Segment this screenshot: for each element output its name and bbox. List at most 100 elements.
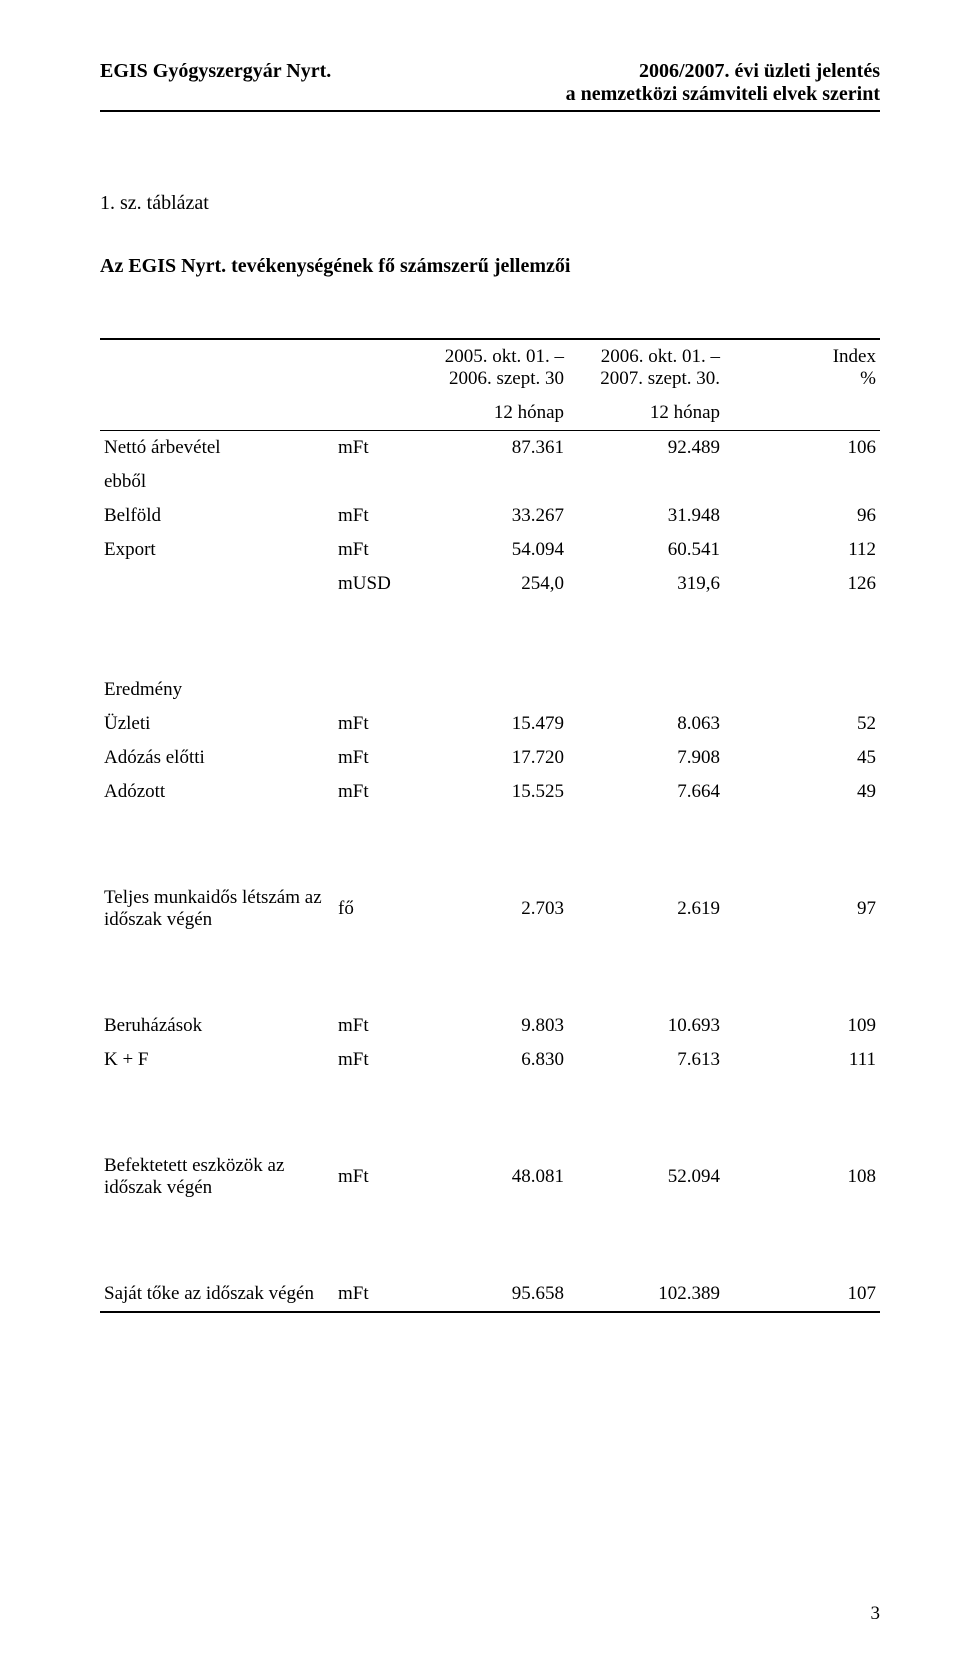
section-gap bbox=[100, 845, 880, 881]
page-number: 3 bbox=[871, 1603, 881, 1625]
row-label: Teljes munkaidős létszám az időszak végé… bbox=[100, 881, 334, 937]
col-header-period2: 2006. okt. 01. – 2007. szept. 30. bbox=[568, 339, 724, 396]
table-row: Adózás előttimFt17.7207.90845 bbox=[100, 741, 880, 775]
table-row: Saját tőke az időszak végénmFt95.658102.… bbox=[100, 1277, 880, 1312]
row-unit: mUSD bbox=[334, 567, 412, 601]
table-row: Eredmény bbox=[100, 673, 880, 707]
table-header-row-2: 12 hónap 12 hónap bbox=[100, 396, 880, 431]
row-unit: mFt bbox=[334, 499, 412, 533]
row-index: 108 bbox=[724, 1149, 880, 1205]
row-unit: mFt bbox=[334, 431, 412, 466]
section-gap bbox=[100, 809, 880, 845]
row-value-period1: 54.094 bbox=[412, 533, 568, 567]
table-row: BeruházásokmFt9.80310.693109 bbox=[100, 1009, 880, 1043]
row-unit: mFt bbox=[334, 741, 412, 775]
row-index: 107 bbox=[724, 1277, 880, 1312]
row-index: 111 bbox=[724, 1043, 880, 1077]
row-value-period1: 87.361 bbox=[412, 431, 568, 466]
page-header: EGIS Gyógyszergyár Nyrt. 2006/2007. évi … bbox=[100, 60, 880, 112]
row-value-period2 bbox=[568, 673, 724, 707]
header-line-2: a nemzetközi számviteli elvek szerint bbox=[566, 83, 880, 106]
sub-period1: 12 hónap bbox=[412, 396, 568, 431]
period2-line2: 2007. szept. 30. bbox=[600, 368, 720, 389]
period1-line2: 2006. szept. 30 bbox=[449, 368, 564, 389]
table-row: ÜzletimFt15.4798.06352 bbox=[100, 707, 880, 741]
row-value-period1: 15.479 bbox=[412, 707, 568, 741]
header-report-title: 2006/2007. évi üzleti jelentés a nemzetk… bbox=[566, 60, 880, 106]
row-unit: mFt bbox=[334, 1149, 412, 1205]
sub-blank-1 bbox=[100, 396, 334, 431]
row-value-period2: 8.063 bbox=[568, 707, 724, 741]
period2-line1: 2006. okt. 01. – bbox=[601, 346, 720, 367]
row-index: 45 bbox=[724, 741, 880, 775]
row-value-period1: 2.703 bbox=[412, 881, 568, 937]
row-index: 97 bbox=[724, 881, 880, 937]
row-value-period2: 7.664 bbox=[568, 775, 724, 809]
row-value-period2: 102.389 bbox=[568, 1277, 724, 1312]
row-index: 106 bbox=[724, 431, 880, 466]
row-index: 96 bbox=[724, 499, 880, 533]
col-header-period1: 2005. okt. 01. – 2006. szept. 30 bbox=[412, 339, 568, 396]
row-value-period2: 60.541 bbox=[568, 533, 724, 567]
index-line2: % bbox=[860, 368, 876, 389]
section-gap bbox=[100, 1113, 880, 1149]
section-gap bbox=[100, 637, 880, 673]
table-row: mUSD254,0319,6126 bbox=[100, 567, 880, 601]
row-label: Nettó árbevétel bbox=[100, 431, 334, 466]
row-value-period1: 95.658 bbox=[412, 1277, 568, 1312]
row-index bbox=[724, 465, 880, 499]
row-label: K + F bbox=[100, 1043, 334, 1077]
row-value-period1: 33.267 bbox=[412, 499, 568, 533]
row-value-period1: 9.803 bbox=[412, 1009, 568, 1043]
period1-line1: 2005. okt. 01. – bbox=[445, 346, 564, 367]
header-company: EGIS Gyógyszergyár Nyrt. bbox=[100, 60, 331, 106]
row-unit: mFt bbox=[334, 1043, 412, 1077]
section-gap bbox=[100, 1205, 880, 1241]
row-unit bbox=[334, 673, 412, 707]
row-value-period2: 7.613 bbox=[568, 1043, 724, 1077]
row-label: Adózás előtti bbox=[100, 741, 334, 775]
row-value-period2: 52.094 bbox=[568, 1149, 724, 1205]
row-value-period1: 15.525 bbox=[412, 775, 568, 809]
row-unit: mFt bbox=[334, 707, 412, 741]
row-value-period1: 48.081 bbox=[412, 1149, 568, 1205]
row-value-period1 bbox=[412, 673, 568, 707]
row-value-period2: 2.619 bbox=[568, 881, 724, 937]
table-title: Az EGIS Nyrt. tevékenységének fő számsze… bbox=[100, 255, 880, 278]
table-row: K + FmFt6.8307.613111 bbox=[100, 1043, 880, 1077]
row-index: 112 bbox=[724, 533, 880, 567]
table-row: Teljes munkaidős létszám az időszak végé… bbox=[100, 881, 880, 937]
col-header-unit bbox=[334, 339, 412, 396]
section-gap bbox=[100, 973, 880, 1009]
row-label: Befektetett eszközök az időszak végén bbox=[100, 1149, 334, 1205]
section-gap bbox=[100, 1077, 880, 1113]
table-header-row-1: 2005. okt. 01. – 2006. szept. 30 2006. o… bbox=[100, 339, 880, 396]
table-body: Nettó árbevételmFt87.36192.489106ebbőlBe… bbox=[100, 431, 880, 1313]
table-number-label: 1. sz. táblázat bbox=[100, 192, 880, 215]
row-value-period1: 254,0 bbox=[412, 567, 568, 601]
row-label: Adózott bbox=[100, 775, 334, 809]
row-index: 52 bbox=[724, 707, 880, 741]
row-label: Üzleti bbox=[100, 707, 334, 741]
data-table: 2005. okt. 01. – 2006. szept. 30 2006. o… bbox=[100, 338, 880, 1313]
row-value-period2: 7.908 bbox=[568, 741, 724, 775]
table-row: AdózottmFt15.5257.66449 bbox=[100, 775, 880, 809]
table-row: Befektetett eszközök az időszak végénmFt… bbox=[100, 1149, 880, 1205]
row-value-period1: 6.830 bbox=[412, 1043, 568, 1077]
row-index bbox=[724, 673, 880, 707]
row-label: Beruházások bbox=[100, 1009, 334, 1043]
section-gap bbox=[100, 601, 880, 637]
col-header-index: Index % bbox=[724, 339, 880, 396]
row-unit: mFt bbox=[334, 533, 412, 567]
row-label bbox=[100, 567, 334, 601]
row-value-period2: 319,6 bbox=[568, 567, 724, 601]
table-row: BelföldmFt33.26731.94896 bbox=[100, 499, 880, 533]
row-value-period1 bbox=[412, 465, 568, 499]
row-value-period1: 17.720 bbox=[412, 741, 568, 775]
row-label: Saját tőke az időszak végén bbox=[100, 1277, 334, 1312]
row-value-period2: 10.693 bbox=[568, 1009, 724, 1043]
table-row: ebből bbox=[100, 465, 880, 499]
sub-period2: 12 hónap bbox=[568, 396, 724, 431]
row-label: ebből bbox=[100, 465, 334, 499]
header-line-1: 2006/2007. évi üzleti jelentés bbox=[566, 60, 880, 83]
